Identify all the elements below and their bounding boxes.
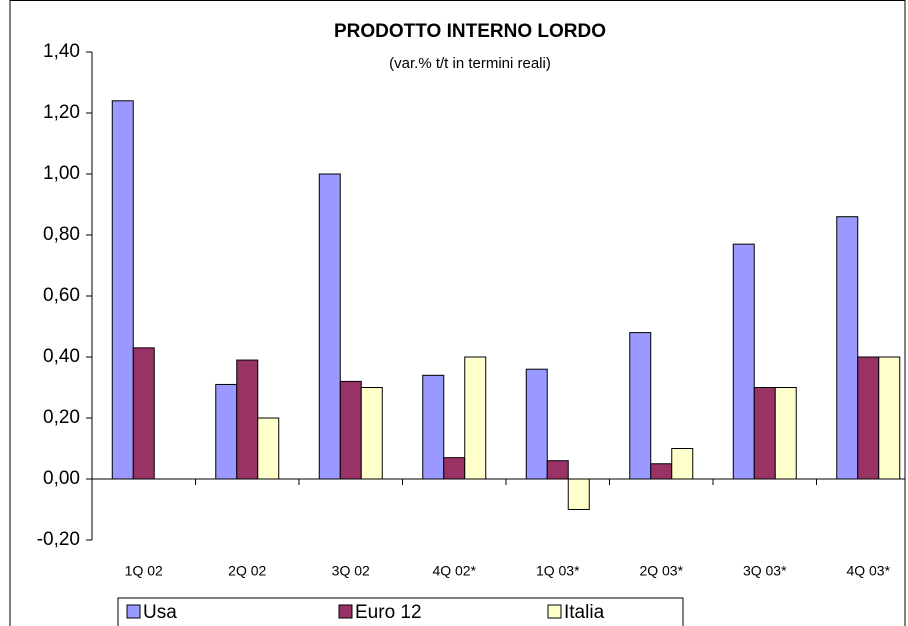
legend-swatch [126,604,141,619]
x-tick-label: 3Q 03* [743,563,787,579]
bar [836,216,859,480]
bar [671,448,694,480]
bar [629,332,652,480]
bar [464,356,487,480]
x-tick-label: 3Q 02 [332,563,370,579]
y-tick-label: 0,40 [43,346,80,367]
y-tick-label: 0,60 [43,285,80,306]
bar [732,243,755,480]
bar [257,417,280,480]
x-tick-label: 4Q 02* [432,563,476,579]
x-tick-label: 1Q 03* [536,563,580,579]
bar [753,387,776,480]
y-tick-label: 0,00 [43,468,80,489]
bar [546,460,569,480]
bar [567,478,590,510]
x-tick-label: 2Q 02 [228,563,266,579]
bar [111,100,134,480]
legend-swatch [547,604,562,619]
y-tick-label: 0,20 [43,407,80,428]
y-tick-label: -0,20 [37,529,80,550]
x-tick-label: 4Q 03* [846,563,890,579]
chart-subtitle: (var.% t/t in termini reali) [389,55,551,72]
bar [236,359,259,480]
x-tick-label: 2Q 03* [639,563,683,579]
chart-title: PRODOTTO INTERNO LORDO [334,21,606,42]
y-tick-label: 0,80 [43,224,80,245]
bar [443,457,466,480]
bar [650,463,673,480]
bar [422,374,445,480]
legend-swatch [338,604,353,619]
chart-frame [9,0,906,626]
bar [132,347,155,480]
bar [360,387,383,480]
bar [857,356,880,480]
bar [525,368,548,480]
x-tick-label: 1Q 02 [125,563,163,579]
y-tick-label: 1,40 [43,41,80,62]
legend-box [117,597,684,626]
y-tick-label: 1,00 [43,163,80,184]
legend-label: Usa [143,602,177,623]
bar [318,173,341,480]
bar [774,387,797,480]
legend-label: Italia [564,602,605,623]
bar [215,383,238,480]
legend-label: Euro 12 [355,602,422,623]
y-tick-label: 1,20 [43,102,80,123]
bar [878,356,901,480]
bar [339,380,362,480]
